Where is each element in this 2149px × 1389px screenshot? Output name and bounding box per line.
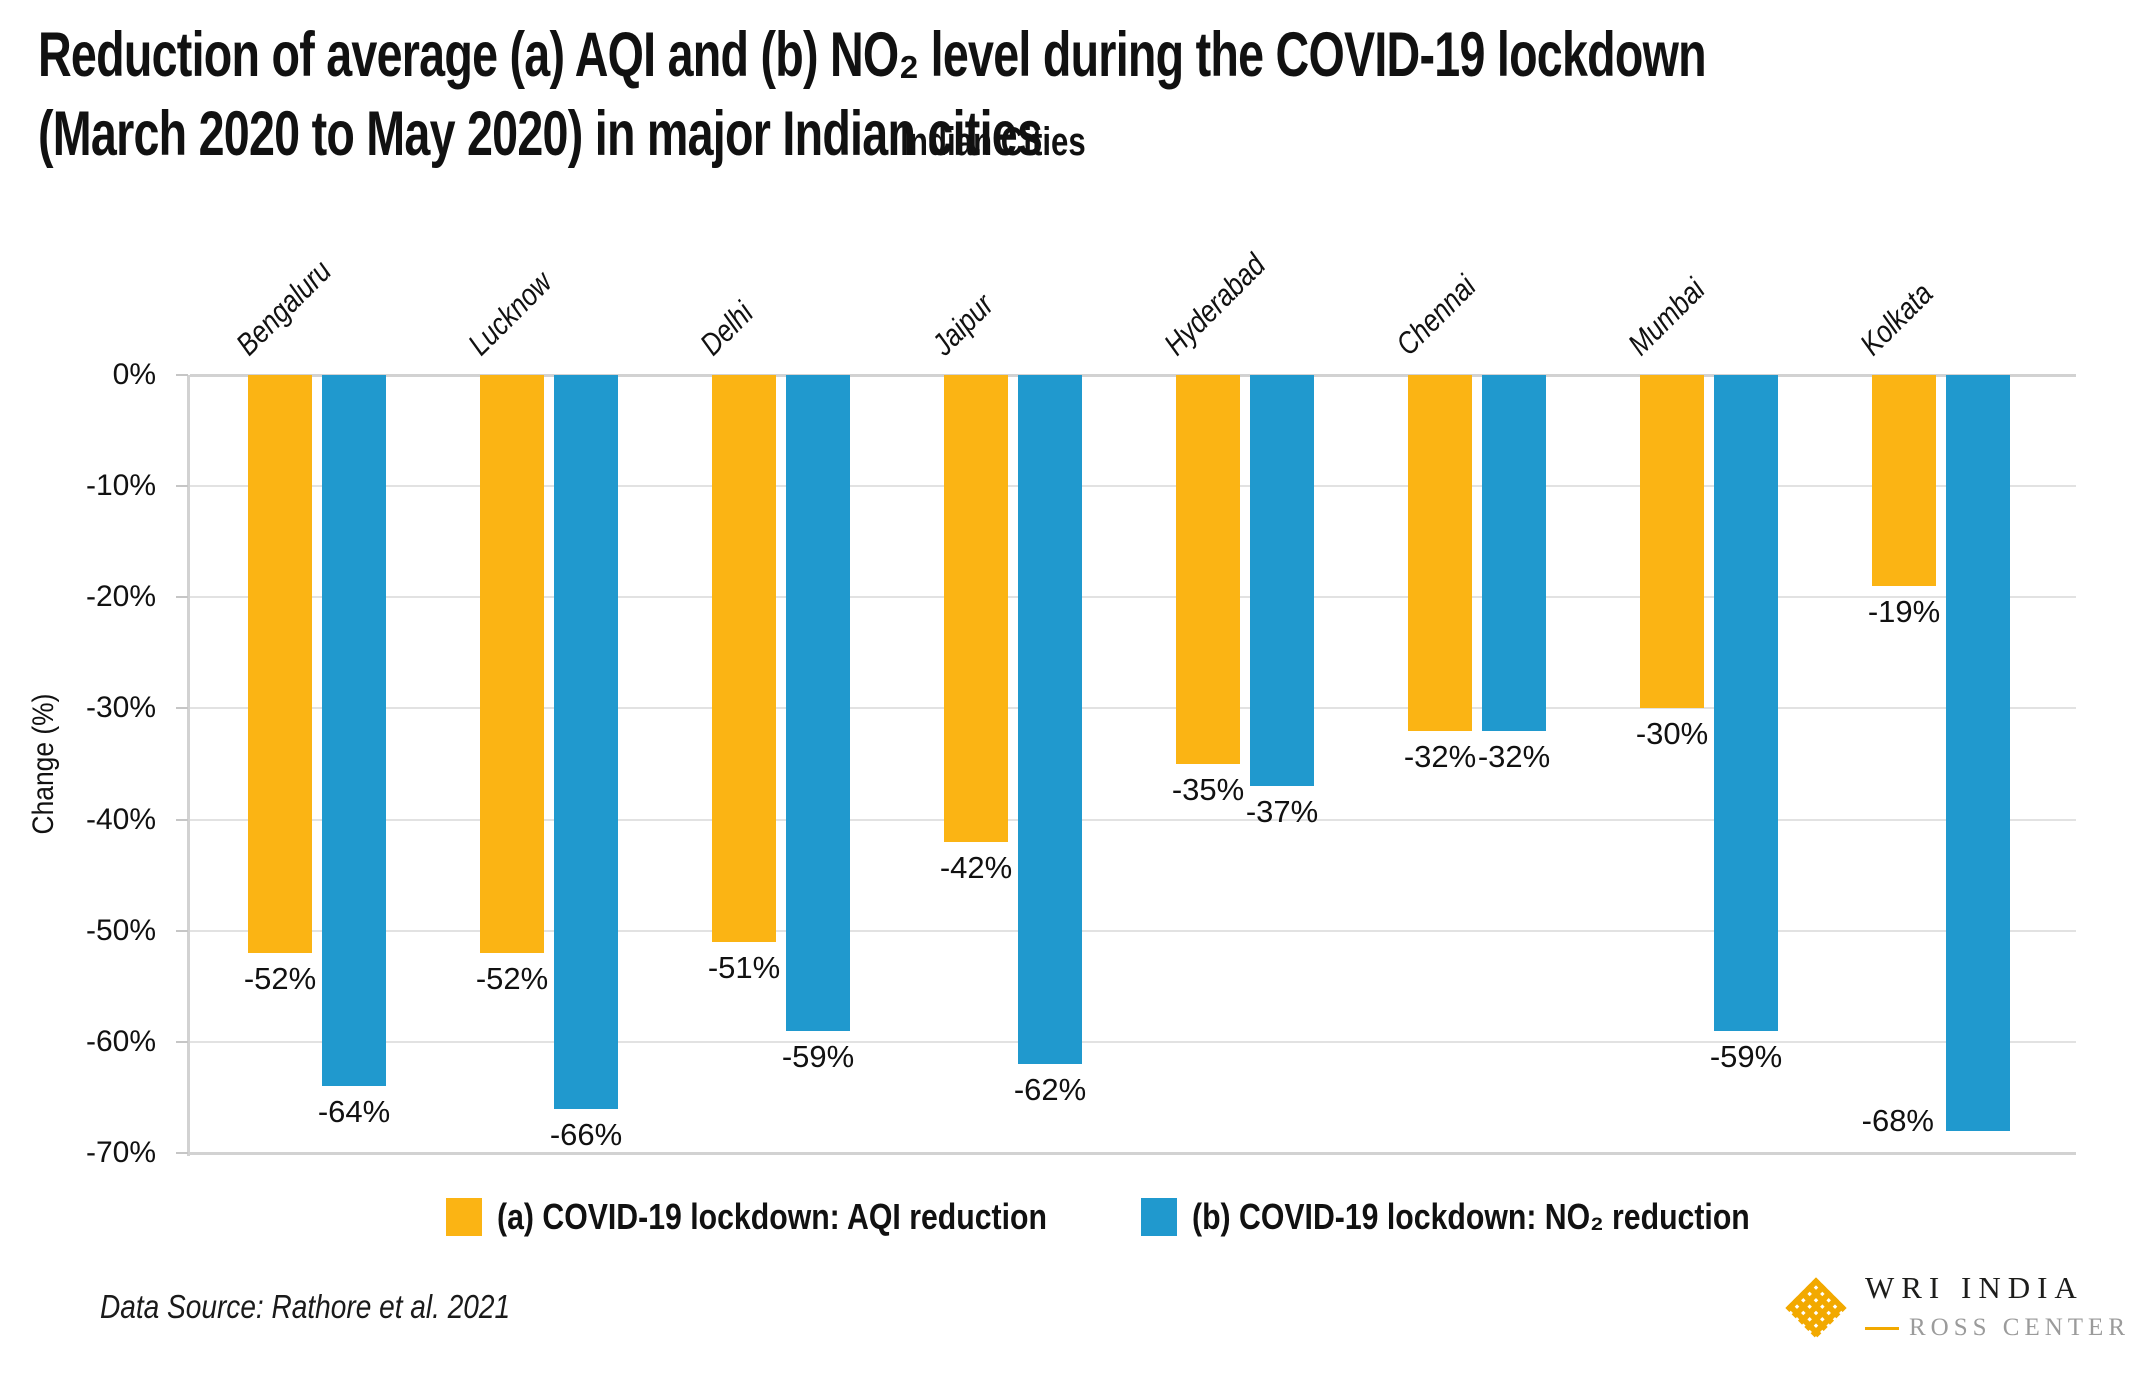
x-axis-header: Indian Cities	[900, 120, 1086, 164]
y-tick-label--50%: -50%	[85, 914, 156, 947]
gridline--60%	[190, 1041, 2076, 1043]
legend-item-aqi: (a) COVID-19 lockdown: AQI reduction	[446, 1196, 1152, 1238]
gridline--50%	[190, 930, 2076, 932]
y-axis-tick	[176, 707, 188, 709]
city-label-hyderabad: Hyderabad	[1157, 247, 1273, 362]
bar-aqi-mumbai	[1640, 375, 1704, 708]
bar-aqi-bengaluru	[248, 375, 312, 953]
bar-no2-chennai	[1482, 375, 1546, 731]
bar-no2-mumbai	[1714, 375, 1778, 1031]
bar-no2-lucknow	[554, 375, 618, 1109]
legend-item-no2: (b) COVID-19 lockdown: NO₂ reduction	[1141, 1196, 1856, 1238]
y-tick-label--60%: -60%	[85, 1025, 156, 1058]
wri-logo-subtitle: ROSS CENTER	[1909, 1314, 2131, 1341]
wri-logo-dash	[1865, 1326, 1899, 1330]
legend-swatch-aqi	[446, 1198, 482, 1236]
y-tick-label--20%: -20%	[85, 580, 156, 613]
value-label-no2-delhi: -59%	[781, 1039, 855, 1074]
value-label-no2-kolkata: -68%	[1861, 1103, 1934, 1138]
bar-no2-hyderabad	[1250, 375, 1314, 786]
bar-aqi-lucknow	[480, 375, 544, 953]
bar-aqi-kolkata	[1872, 375, 1936, 586]
legend-label-aqi: (a) COVID-19 lockdown: AQI reduction	[497, 1196, 1047, 1237]
value-label-aqi-chennai: -32%	[1403, 739, 1477, 774]
plot-area: -52% -64% -52% -66% -51% -59% -42% -62% -35% -37%…	[187, 374, 2076, 1156]
y-axis-title: Change (%)	[27, 693, 60, 835]
y-tick-label--40%: -40%	[85, 803, 156, 836]
y-tick-label--30%: -30%	[85, 691, 156, 724]
city-label-mumbai: Mumbai	[1621, 271, 1712, 362]
city-label-kolkata: Kolkata	[1853, 275, 1940, 362]
bar-no2-bengaluru	[322, 375, 386, 1086]
city-label-bengaluru: Bengaluru	[229, 253, 338, 362]
y-tick-label--10%: -10%	[85, 469, 156, 502]
y-axis-tick	[176, 1152, 188, 1154]
y-tick-label-0%: 0%	[112, 358, 156, 391]
city-label-lucknow: Lucknow	[461, 264, 559, 362]
y-axis-line	[187, 375, 190, 1156]
y-axis-tick	[176, 930, 188, 932]
value-label-no2-chennai: -32%	[1477, 739, 1551, 774]
gridline--40%	[190, 819, 2076, 821]
value-label-no2-jaipur: -62%	[1013, 1072, 1087, 1107]
value-label-aqi-kolkata: -19%	[1867, 594, 1941, 629]
gridline--10%	[190, 485, 2076, 487]
y-axis-tick	[176, 596, 188, 598]
legend-label-no2: (b) COVID-19 lockdown: NO₂ reduction	[1192, 1196, 1750, 1237]
city-label-chennai: Chennai	[1389, 268, 1483, 362]
bar-no2-delhi	[786, 375, 850, 1031]
city-label-delhi: Delhi	[693, 295, 760, 362]
wri-india-logo: WRI INDIA ROSS CENTER	[1783, 1270, 2130, 1342]
value-label-no2-mumbai: -59%	[1709, 1039, 1783, 1074]
wri-logo-weave-icon	[1785, 1277, 1847, 1338]
gridline--70%	[190, 1152, 2076, 1155]
value-label-aqi-jaipur: -42%	[939, 850, 1013, 885]
bar-aqi-jaipur	[944, 375, 1008, 842]
gridline-0%	[190, 374, 2076, 377]
y-tick-label--70%: -70%	[85, 1136, 156, 1169]
y-axis-tick	[176, 1041, 188, 1043]
y-axis-tick	[176, 485, 188, 487]
wri-logo-sub-row: ROSS CENTER	[1865, 1314, 2130, 1342]
value-label-aqi-hyderabad: -35%	[1171, 772, 1245, 807]
legend-swatch-no2	[1141, 1198, 1177, 1236]
bar-no2-kolkata	[1946, 375, 2010, 1131]
gridline--30%	[190, 707, 2076, 709]
bar-aqi-delhi	[712, 375, 776, 942]
wri-logo-name: WRI INDIA	[1865, 1270, 2084, 1305]
value-label-aqi-lucknow: -52%	[475, 961, 549, 996]
bar-no2-jaipur	[1018, 375, 1082, 1064]
value-label-no2-lucknow: -66%	[549, 1117, 623, 1152]
value-label-aqi-delhi: -51%	[707, 950, 781, 985]
gridline--20%	[190, 596, 2076, 598]
chart-title-line1: Reduction of average (a) AQI and (b) NO₂…	[38, 20, 1707, 90]
bar-aqi-hyderabad	[1176, 375, 1240, 764]
bar-aqi-chennai	[1408, 375, 1472, 731]
city-label-jaipur: Jaipur	[925, 287, 1001, 362]
chart-title-line2: (March 2020 to May 2020) in major Indian…	[38, 99, 1043, 169]
value-label-no2-hyderabad: -37%	[1245, 794, 1319, 829]
data-source-note: Data Source: Rathore et al. 2021	[100, 1288, 511, 1325]
y-axis-tick	[176, 819, 188, 821]
value-label-aqi-bengaluru: -52%	[243, 961, 317, 996]
value-label-no2-bengaluru: -64%	[317, 1094, 391, 1129]
wri-logo-text: WRI INDIA ROSS CENTER	[1865, 1270, 2130, 1342]
y-axis-tick	[176, 374, 188, 376]
value-label-aqi-mumbai: -30%	[1635, 716, 1709, 751]
